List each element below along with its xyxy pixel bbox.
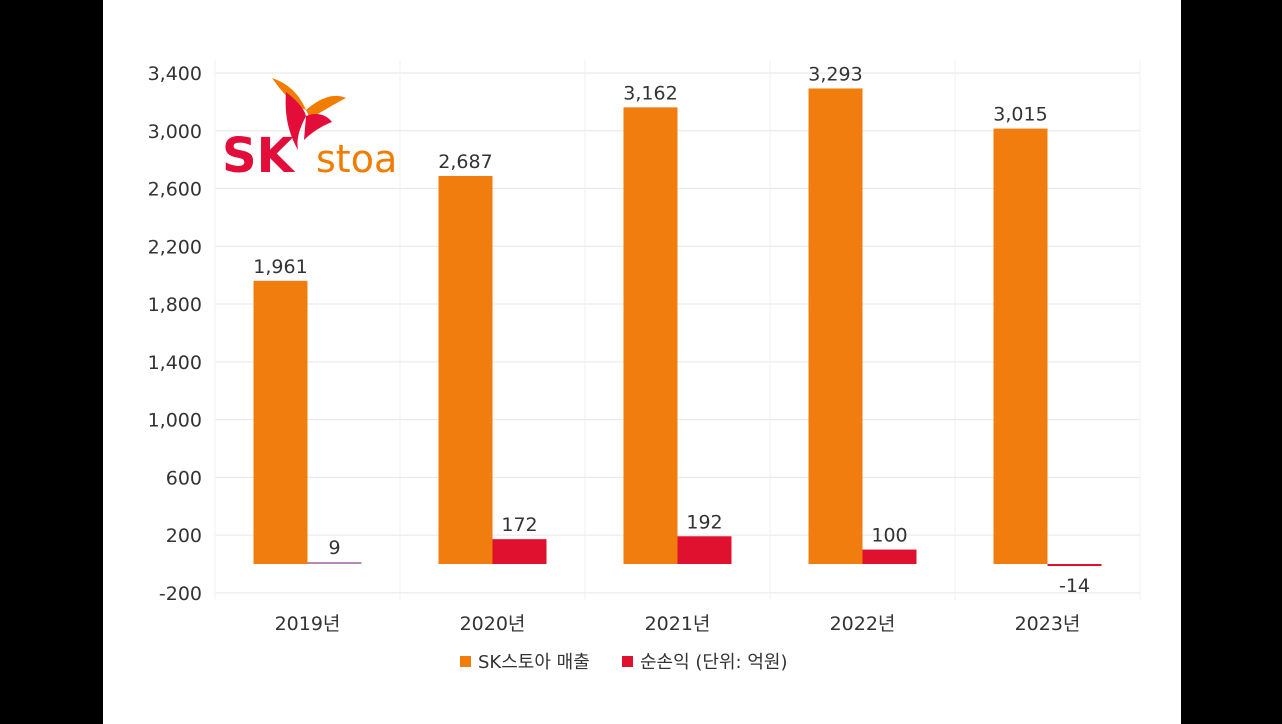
net-income-bar	[1047, 564, 1102, 567]
legend-label-revenue: SK스토아 매출	[478, 652, 590, 673]
right-black-bar	[1181, 4, 1282, 724]
left-black-bar	[0, 0, 103, 724]
revenue-bar	[623, 107, 678, 565]
butterfly-icon	[272, 78, 346, 150]
y-axis-ticks: 3,400 3,000 2,600 2,200 1,800 1,400 1,000 600 20…	[148, 63, 202, 605]
net-income-bar	[307, 562, 362, 564]
y-tick-label: 2,200	[148, 236, 202, 258]
net-income-value-label: 172	[501, 514, 537, 536]
revenue-value-label: 3,162	[623, 82, 677, 104]
revenue-bar	[253, 280, 308, 564]
net-income-bar	[677, 536, 732, 564]
revenue-value-label: 1,961	[253, 256, 307, 278]
x-axis-ticks: 2019년 2020년 2021년 2022년 2023년	[275, 613, 1081, 635]
y-tick-label: 3,000	[148, 121, 202, 143]
y-tick-label: -200	[159, 583, 202, 605]
y-tick-label: 600	[166, 467, 202, 489]
net-income-bar	[862, 549, 917, 564]
x-tick-label: 2021년	[645, 613, 711, 635]
legend-label-net-income: 순손익 (단위: 억원)	[640, 652, 787, 673]
revenue-value-label: 2,687	[438, 151, 492, 173]
y-tick-label: 1,400	[148, 352, 202, 374]
logo-sk-text: SK	[222, 128, 296, 184]
legend: SK스토아 매출 순손익 (단위: 억원)	[460, 652, 787, 673]
net-income-value-label: -14	[1059, 575, 1090, 597]
x-tick-label: 2019년	[275, 613, 341, 635]
revenue-bar	[993, 128, 1048, 565]
net-income-bar	[492, 539, 547, 564]
x-tick-label: 2023년	[1015, 613, 1081, 635]
legend-swatch-revenue	[460, 656, 471, 667]
y-tick-label: 3,400	[148, 63, 202, 85]
revenue-bar	[808, 88, 863, 564]
net-income-value-label: 100	[871, 525, 907, 547]
net-income-value-label: 9	[328, 537, 340, 559]
revenue-value-label: 3,015	[993, 104, 1047, 126]
x-tick-label: 2022년	[830, 613, 896, 635]
y-tick-label: 1,800	[148, 294, 202, 316]
data-labels-layer: 1,961 9 2,687 172 3,162 192 3,293 100 3,015 -14	[253, 63, 1090, 597]
legend-swatch-net-income	[622, 656, 633, 667]
revenue-value-label: 3,293	[808, 63, 862, 85]
y-tick-label: 1,000	[148, 410, 202, 432]
sk-stoa-logo: SK stoa	[222, 78, 397, 184]
y-tick-label: 2,600	[148, 179, 202, 201]
y-tick-label: 200	[166, 525, 202, 547]
bars-layer	[253, 88, 1102, 567]
net-income-value-label: 192	[686, 511, 722, 533]
revenue-bar	[438, 175, 493, 565]
x-tick-label: 2020년	[460, 613, 526, 635]
logo-stoa-text: stoa	[316, 137, 397, 181]
